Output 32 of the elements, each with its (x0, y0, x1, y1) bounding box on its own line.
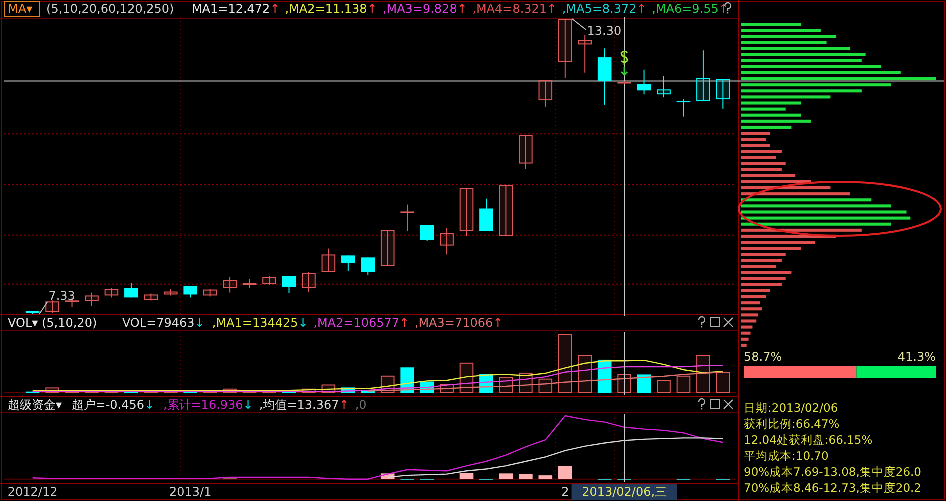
text: MA1=12.472↑ (192, 2, 280, 16)
text: 平均成本:10.70 (744, 449, 829, 463)
text: 日期:2013/02/06 (744, 401, 838, 415)
text: ,累计=16.936↓ (163, 398, 254, 412)
annotation: 13.30 (587, 24, 622, 38)
text: ,0 (355, 398, 367, 412)
annotation: 7.33 (48, 289, 76, 303)
x-tick-label: 2 (562, 485, 570, 499)
text: ,MA1=134425↓ (212, 316, 308, 330)
text: 超户=-0.456↓ (72, 398, 155, 412)
text: ,MA4=8.321↑ (472, 2, 558, 16)
text: 12.04处获利盘:66.15% (744, 433, 873, 447)
text: ,MA6=9.55↑ (652, 2, 729, 16)
x-tick-label: 2012/12 (8, 485, 58, 499)
text: VOL=79463↓ (122, 316, 205, 330)
text: ,MA2=11.138↑ (285, 2, 378, 16)
text: (5,10,20,60,120,250) (46, 2, 174, 16)
x-tick-label: 2013/1 (170, 485, 212, 499)
text: ,MA2=106577↑ (314, 316, 410, 330)
data-label: 41.3% (898, 350, 936, 364)
text: ,MA3=71066↑ (414, 316, 504, 330)
chart-title: VOL▾ (5,10,20) (8, 316, 98, 330)
data-label: 58.7% (744, 350, 782, 364)
text: 90%成本7.69-13.08,集中度26.0 (744, 465, 922, 479)
text: 70%成本8.46-12.73,集中度20.2 (744, 481, 922, 495)
chart-title: MA▾ (8, 2, 33, 16)
x-tick-label: 2013/02/06,三 (582, 485, 668, 499)
text: ,MA3=9.828↑ (382, 2, 468, 16)
text: ,MA5=8.372↑ (562, 2, 647, 16)
chart-title: 超级资金▾ (8, 398, 62, 412)
text: 获利比例:66.47% (744, 417, 840, 431)
text: ,均值=13.367↑ (259, 398, 350, 412)
